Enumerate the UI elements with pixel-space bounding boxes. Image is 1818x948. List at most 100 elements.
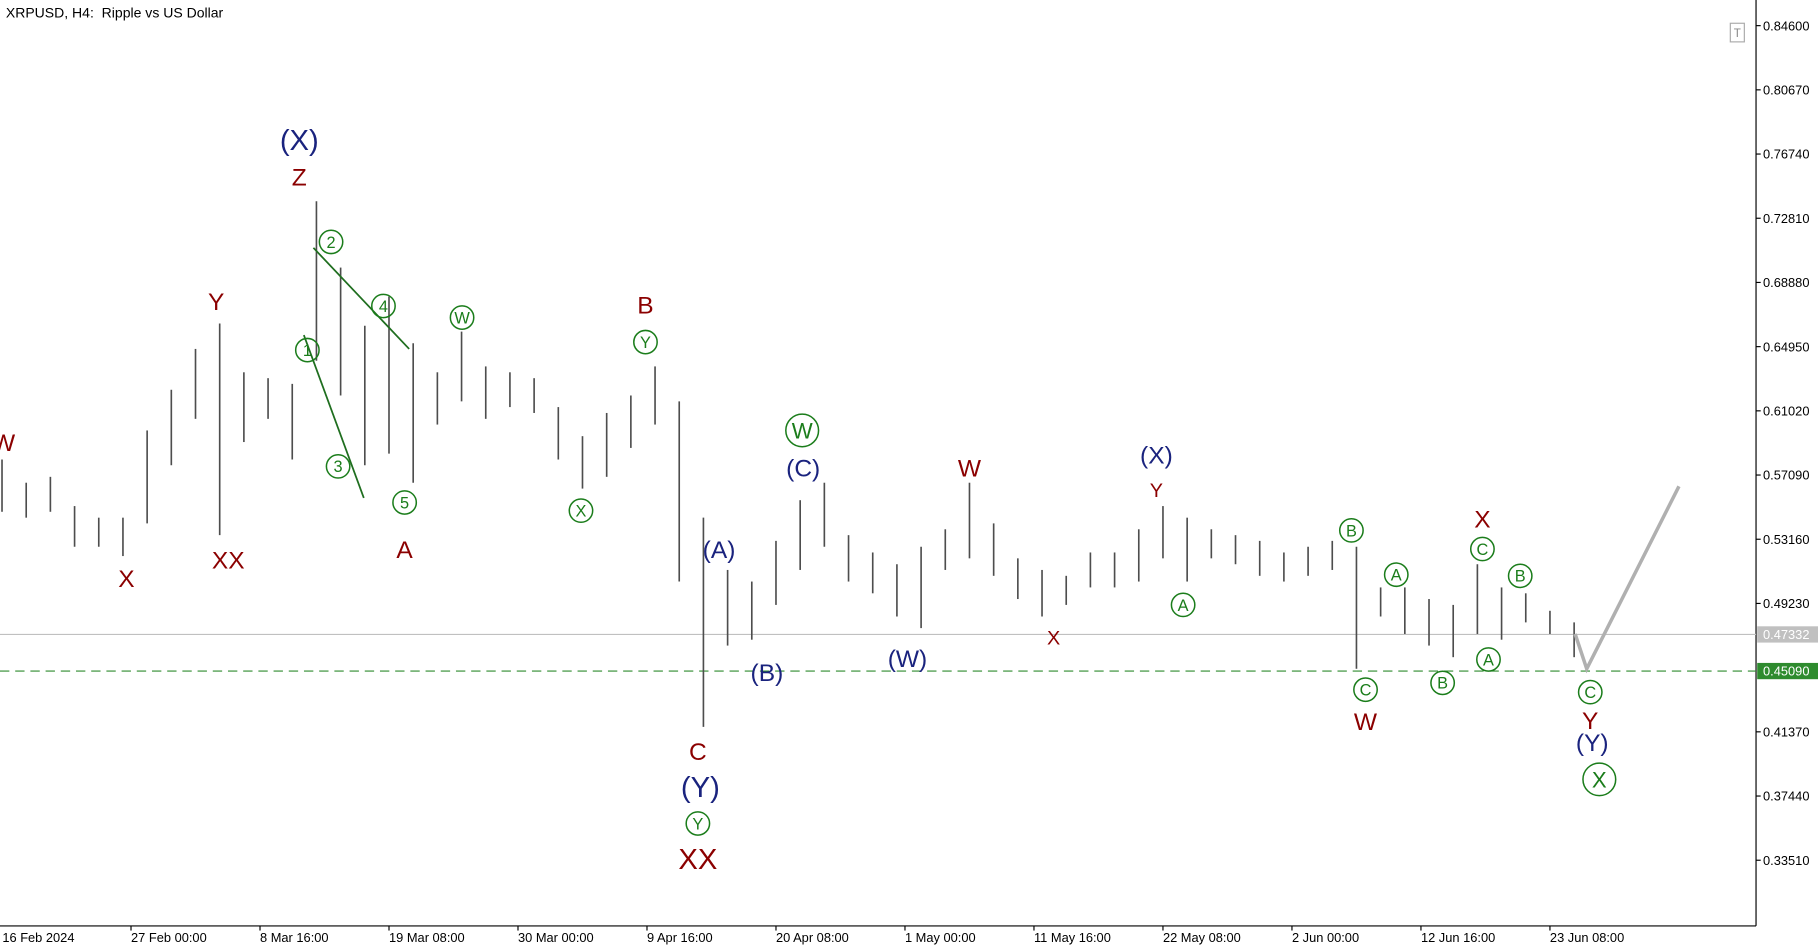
- wave-label: Z: [292, 165, 307, 192]
- trade-button[interactable]: [1729, 22, 1745, 43]
- wave-label: (W): [888, 646, 928, 673]
- wave-circle: [685, 811, 711, 836]
- y-tick-label: 0.57090: [1763, 468, 1809, 483]
- wave-label: C: [1360, 682, 1372, 700]
- y-tick-label: 0.68880: [1763, 275, 1809, 290]
- wave-label: 2: [327, 234, 336, 252]
- y-tick-label: 0.84600: [1763, 18, 1809, 33]
- wave-label: B: [1437, 675, 1448, 693]
- wave-label: A: [1178, 597, 1189, 615]
- wave-label: X: [118, 566, 134, 593]
- wave-label: 4: [379, 298, 388, 316]
- wave-label: (C): [786, 456, 820, 483]
- projection-line: [1573, 485, 1681, 674]
- y-tick-label: 0.64950: [1763, 339, 1809, 354]
- wave-circle: [1476, 647, 1501, 672]
- y-tick-label: 0.61020: [1763, 404, 1809, 419]
- wave-circle: [1577, 679, 1603, 705]
- wave-label: Y: [692, 815, 703, 833]
- y-tick-label: 0.49230: [1763, 596, 1809, 611]
- y-tick-label: 0.80670: [1763, 83, 1809, 98]
- y-tick-label: 0.72810: [1763, 211, 1809, 226]
- wave-label: B: [637, 293, 653, 320]
- wave-label: XX: [212, 547, 245, 574]
- x-tick-label: 11 May 16:00: [1034, 930, 1111, 945]
- wave-label: W: [0, 430, 16, 457]
- wave-label: A: [1483, 651, 1494, 669]
- wave-label: Y: [208, 289, 224, 316]
- y-tick-label: 0.76740: [1763, 147, 1809, 162]
- wave-circle: [318, 229, 344, 255]
- wave-circle: [1353, 677, 1378, 703]
- wave-circle: [294, 337, 320, 363]
- chart-title: XRPUSD, H4: Ripple vs US Dollar: [6, 4, 224, 20]
- wave-label: (Y): [681, 772, 720, 804]
- wave-label: W: [454, 309, 470, 327]
- wave-label: W: [792, 418, 813, 443]
- wave-label: (X): [280, 125, 319, 157]
- price-label-box: [1757, 662, 1818, 680]
- x-tick-label: 9 Apr 16:00: [647, 930, 713, 945]
- trendline: [312, 247, 410, 350]
- wave-circle: [371, 293, 396, 319]
- wave-label: 5: [400, 494, 409, 512]
- trendline: [303, 334, 365, 499]
- x-tick-label: 27 Feb 00:00: [131, 930, 207, 945]
- wave-circle: [633, 329, 658, 355]
- trade-icon[interactable]: T: [1734, 27, 1741, 40]
- x-tick-label: 23 Jun 08:00: [1550, 930, 1624, 945]
- wave-circle: [785, 413, 820, 448]
- price-label: 0.47332: [1763, 627, 1809, 642]
- wave-circle: [325, 453, 351, 479]
- wave-label: A: [1391, 567, 1402, 585]
- wave-circle: [1507, 563, 1533, 589]
- x-tick-label: 16 Feb 2024: [2, 930, 74, 945]
- wave-circle: [449, 305, 475, 330]
- wave-label: C: [1477, 541, 1489, 559]
- x-tick-label: 30 Mar 00:00: [518, 930, 594, 945]
- wave-label: X: [1047, 628, 1060, 650]
- wave-circle: [1383, 562, 1409, 588]
- wave-circle: [1582, 762, 1617, 797]
- wave-label: Y: [640, 334, 651, 352]
- wave-label: X: [1592, 767, 1607, 792]
- x-tick-label: 12 Jun 16:00: [1421, 930, 1495, 945]
- wave-circle: [1469, 536, 1495, 562]
- y-tick-label: 0.33510: [1763, 853, 1809, 868]
- y-tick-label: 0.37440: [1763, 789, 1809, 804]
- wave-label: 3: [334, 458, 343, 476]
- x-tick-label: 20 Apr 08:00: [776, 930, 849, 945]
- wave-label: (A): [703, 537, 736, 564]
- price-label-box: [1757, 626, 1818, 643]
- wave-label: A: [396, 537, 413, 564]
- wave-label: W: [958, 456, 982, 483]
- wave-label: B: [1346, 522, 1357, 540]
- wave-circle: [392, 490, 418, 515]
- x-tick-label: 1 May 00:00: [905, 930, 976, 945]
- wave-label: X: [576, 503, 587, 521]
- wave-circle: [1430, 670, 1456, 696]
- wave-label: 1: [303, 342, 312, 360]
- x-tick-label: 19 Mar 08:00: [389, 930, 465, 945]
- x-tick-label: 2 Jun 00:00: [1292, 930, 1359, 945]
- wave-label: (Y): [1576, 730, 1609, 757]
- x-tick-label: 22 May 08:00: [1163, 930, 1241, 945]
- wave-label: XX: [678, 844, 717, 876]
- wave-label: Y: [1150, 480, 1163, 502]
- wave-label: X: [1474, 507, 1490, 534]
- wave-label: W: [1354, 709, 1378, 736]
- wave-circle: [1170, 592, 1196, 618]
- wave-label: C: [1584, 684, 1596, 702]
- wave-label: B: [1515, 568, 1526, 586]
- wave-label: (B): [751, 660, 784, 687]
- y-tick-label: 0.41370: [1763, 725, 1809, 740]
- wave-circle: [568, 498, 594, 524]
- wave-label: Y: [1582, 708, 1598, 735]
- price-label: 0.45090: [1763, 664, 1809, 679]
- x-tick-label: 8 Mar 16:00: [260, 930, 329, 945]
- wave-label: C: [689, 739, 707, 766]
- wave-circle: [1338, 518, 1364, 543]
